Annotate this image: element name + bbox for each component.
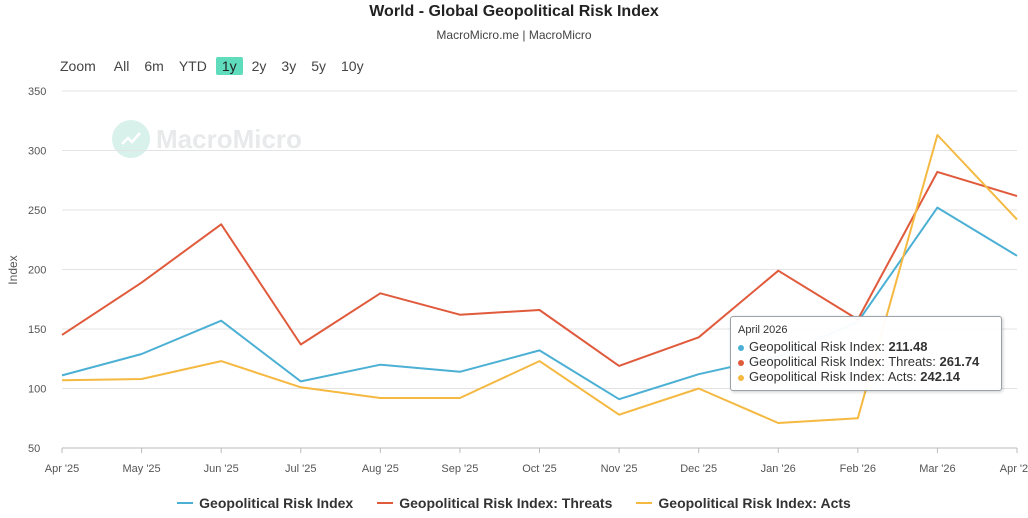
x-tick-label: Jan '26: [761, 463, 796, 475]
chart-subtitle: MacroMicro.me | MacroMicro: [436, 28, 592, 42]
tooltip-title: April 2026: [738, 324, 788, 336]
watermark-text: MacroMicro: [156, 123, 302, 154]
zoom-label: Zoom: [60, 58, 96, 74]
zoom-6m-button[interactable]: 6m: [144, 58, 164, 74]
legend-swatch-icon: [377, 502, 394, 504]
tooltip-dot-icon: [738, 344, 744, 351]
x-tick-label: Apr '26: [1000, 463, 1028, 475]
legend-item-gpr[interactable]: Geopolitical Risk Index: [177, 495, 353, 511]
x-tick-label: May '25: [122, 463, 160, 475]
zoom-all-button[interactable]: All: [113, 58, 130, 74]
x-tick-label: Aug '25: [362, 463, 399, 475]
legend-label: Geopolitical Risk Index: Acts: [658, 495, 851, 511]
zoom-2y-button[interactable]: 2y: [251, 58, 267, 74]
watermark-logo-icon: [112, 120, 150, 158]
watermark: MacroMicro: [112, 120, 302, 158]
tooltip-value: 242.14: [920, 369, 961, 384]
zoom-ytd-button[interactable]: YTD: [178, 58, 207, 74]
tooltip: April 2026 Geopolitical Risk Index: 211.…: [730, 316, 1002, 391]
x-tick-label: Mar '26: [919, 463, 955, 475]
y-tick-label: 50: [28, 443, 40, 455]
y-tick-label: 100: [28, 384, 46, 396]
x-tick-label: Sep '25: [441, 463, 478, 475]
tooltip-row-gpr: Geopolitical Risk Index: 211.48: [738, 339, 928, 354]
x-tick-label: Nov '25: [601, 463, 638, 475]
zoom-1y-button[interactable]: 1y: [215, 57, 243, 75]
legend-swatch-icon: [636, 502, 653, 504]
y-tick-label: 200: [28, 265, 46, 277]
x-tick-label: Feb '26: [840, 463, 876, 475]
tooltip-label: Geopolitical Risk Index:: [749, 339, 889, 354]
chart-title: World - Global Geopolitical Risk Index: [369, 3, 659, 20]
y-axis-label: Index: [6, 255, 20, 284]
series-line[interactable]: [61, 134, 1018, 424]
legend-swatch-icon: [177, 502, 194, 504]
tooltip-value: 211.48: [888, 339, 928, 354]
legend-label: Geopolitical Risk Index: [199, 495, 354, 511]
x-tick-label: Oct '25: [522, 463, 557, 475]
legend: Geopolitical Risk Index Geopolitical Ris…: [0, 495, 1028, 511]
tooltip-label: Geopolitical Risk Index: Threats:: [749, 354, 940, 369]
y-tick-label: 350: [28, 86, 46, 98]
x-axis: Apr '25 May '25 Jun '25 Jul '25 Aug '25 Sep '…: [45, 447, 1028, 475]
grid-lines: [62, 90, 1017, 449]
tooltip-value: 261.74: [939, 354, 980, 369]
zoom-3y-button[interactable]: 3y: [281, 58, 297, 74]
legend-label: Geopolitical Risk Index: Threats: [399, 495, 613, 511]
tooltip-row-threats: Geopolitical Risk Index: Threats: 261.74: [738, 354, 979, 369]
tooltip-dot-icon: [738, 359, 744, 366]
zoom-bar: Zoom All 6m YTD 1y 2y 3y 5y 10y: [60, 57, 373, 75]
zoom-10y-button[interactable]: 10y: [341, 58, 364, 74]
legend-item-acts[interactable]: Geopolitical Risk Index: Acts: [636, 495, 851, 511]
tooltip-row-acts: Geopolitical Risk Index: Acts: 242.14: [738, 369, 960, 384]
y-tick-label: 300: [28, 146, 46, 158]
x-tick-label: Jul '25: [285, 463, 316, 475]
x-tick-label: Jun '25: [204, 463, 239, 475]
y-tick-label: 250: [28, 205, 46, 217]
x-tick-label: Dec '25: [680, 463, 717, 475]
legend-item-threats[interactable]: Geopolitical Risk Index: Threats: [377, 495, 612, 511]
y-tick-label: 150: [28, 324, 46, 336]
tooltip-dot-icon: [738, 374, 744, 381]
zoom-5y-button[interactable]: 5y: [311, 58, 326, 74]
y-axis-ticks: 50 100 150 200 250 300 350: [28, 86, 46, 455]
tooltip-label: Geopolitical Risk Index: Acts:: [749, 369, 921, 384]
x-tick-label: Apr '25: [45, 463, 80, 475]
